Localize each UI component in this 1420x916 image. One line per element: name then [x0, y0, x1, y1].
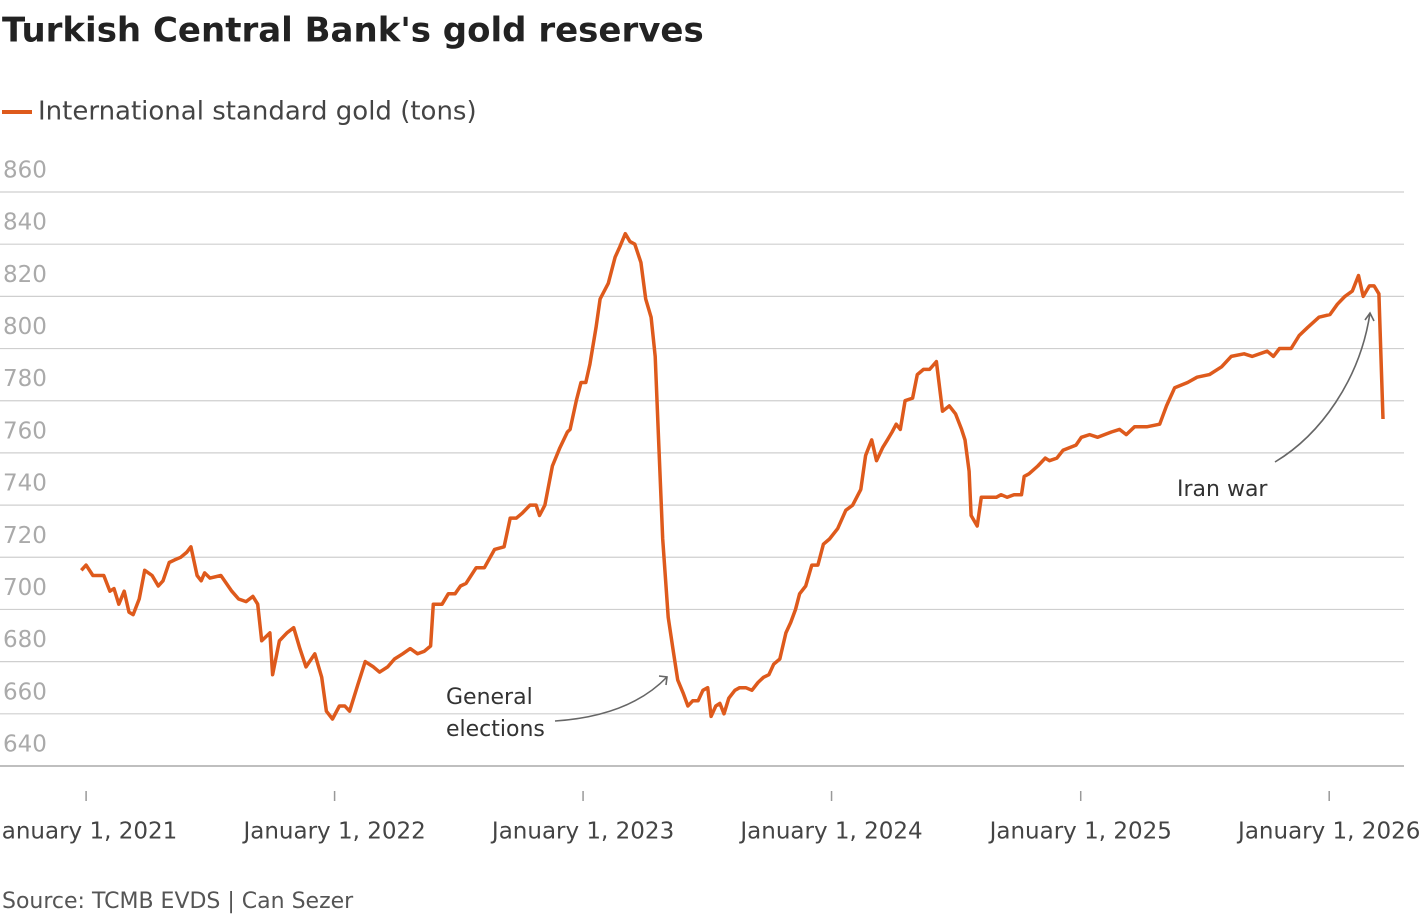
y-tick-label: 720: [3, 523, 47, 549]
annotation: Iran war: [1177, 477, 1268, 502]
annotation: elections: [446, 717, 545, 742]
x-tick-label: January 1, 2024: [738, 819, 922, 845]
y-tick-label: 660: [3, 679, 47, 705]
y-tick-label: 820: [3, 262, 47, 288]
series-line: [80, 231, 1385, 721]
annotation-arrow: [1274, 312, 1371, 463]
legend-label: International standard gold (tons): [38, 97, 477, 127]
x-tick-label: January 1, 2023: [490, 819, 674, 845]
y-tick-label: 680: [3, 627, 47, 653]
annotation-arrow: [554, 676, 668, 722]
x-tick-label: January 1, 2026: [1236, 819, 1420, 845]
y-tick-label: 760: [3, 418, 47, 444]
chart-title: Turkish Central Bank's gold reserves: [2, 11, 704, 51]
y-tick-label: 800: [3, 314, 47, 340]
x-tick-label: January 1, 2025: [988, 819, 1172, 845]
y-tick-label: 740: [3, 471, 47, 497]
arrow-head: [1364, 311, 1375, 322]
annotation: General: [446, 685, 533, 710]
y-tick-label: 700: [3, 575, 47, 601]
x-tick-label: January 1, 2022: [241, 819, 425, 845]
y-tick-label: 780: [3, 366, 47, 392]
x-tick-label: January 1, 2021: [0, 819, 177, 845]
y-tick-label: 860: [3, 158, 47, 184]
y-tick-label: 640: [3, 732, 47, 758]
source: Source: TCMB EVDS | Can Sezer: [2, 889, 354, 914]
y-tick-label: 840: [3, 210, 47, 236]
